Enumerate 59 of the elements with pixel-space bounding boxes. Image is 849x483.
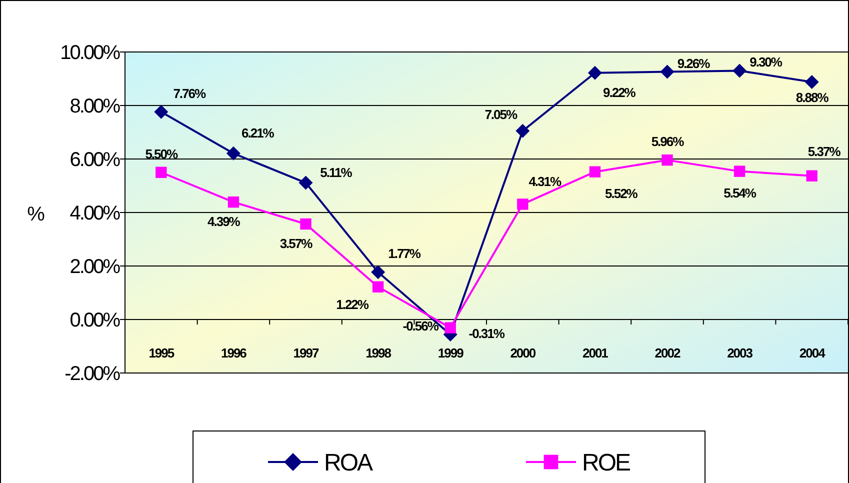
point [734,166,746,177]
x-tick-label: 2002 [654,346,680,360]
point [589,166,601,178]
point [517,198,528,210]
data-label: 6.21% [242,125,275,140]
x-tick-label: 1999 [438,346,464,360]
data-label: 5.52% [605,186,638,201]
data-label: 1.77% [388,246,422,262]
y-tick-label: 0.00% [70,310,121,332]
data-label: 7.05% [484,106,518,122]
x-tick-label: 2003 [727,346,753,360]
data-label: 5.50% [145,146,179,162]
legend-label: ROE [582,449,630,476]
point [516,124,530,138]
data-label: -0.56% [402,318,440,334]
y-tick-label: 2.00% [70,256,121,278]
data-label: 5.37% [808,144,842,159]
y-tick-label: -2.00% [64,363,121,385]
point [660,64,674,79]
data-label: 4.31% [528,174,562,190]
point [732,64,747,78]
data-label: 4.39% [208,214,241,230]
x-tick-label: 1995 [148,346,174,360]
data-label: 5.54% [724,185,757,200]
x-tick-label: 1998 [366,346,392,360]
point [662,154,673,166]
data-label: 9.26% [677,56,711,71]
x-tick-label: 2004 [799,346,826,360]
y-tick-label: 6.00% [70,149,121,171]
point [372,281,384,292]
point [154,104,168,119]
y-tick-label: 8.00% [70,96,121,118]
point [156,166,167,178]
data-label: 7.76% [173,86,207,101]
point [371,265,386,280]
data-label: 8.88% [796,90,830,105]
legend-label: ROA [324,449,373,476]
point [804,74,819,89]
y-tick-label: 4.00% [70,202,121,224]
data-label: 1.22% [336,296,370,312]
point [228,196,240,208]
data-label: 5.96% [651,134,685,150]
point [806,170,818,182]
point [226,146,240,160]
data-label: 9.30% [750,54,783,70]
x-tick-label: 1997 [293,346,319,360]
x-tick-label: 2001 [582,346,608,360]
point [300,218,312,230]
y-tick-label: 10.00% [60,42,121,64]
data-label: 9.22% [603,84,636,100]
x-tick-label: 2000 [510,346,536,360]
data-label: 5.11% [320,164,353,180]
data-label: 3.57% [280,236,314,252]
point [588,66,602,80]
point [444,322,456,334]
x-tick-label: 1996 [220,346,247,360]
data-label: -0.31% [468,326,506,341]
point [298,176,313,190]
y-axis-title: % [27,204,46,226]
